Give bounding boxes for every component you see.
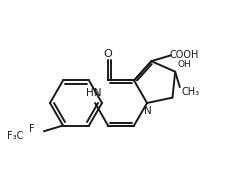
Text: CH₃: CH₃ [182, 87, 200, 97]
Text: F: F [29, 124, 35, 134]
Text: N: N [144, 106, 152, 116]
Text: HN: HN [86, 88, 102, 98]
Text: F₃C: F₃C [7, 131, 24, 141]
Text: OH: OH [178, 60, 191, 69]
Text: O: O [104, 49, 112, 59]
Text: COOH: COOH [170, 50, 199, 60]
